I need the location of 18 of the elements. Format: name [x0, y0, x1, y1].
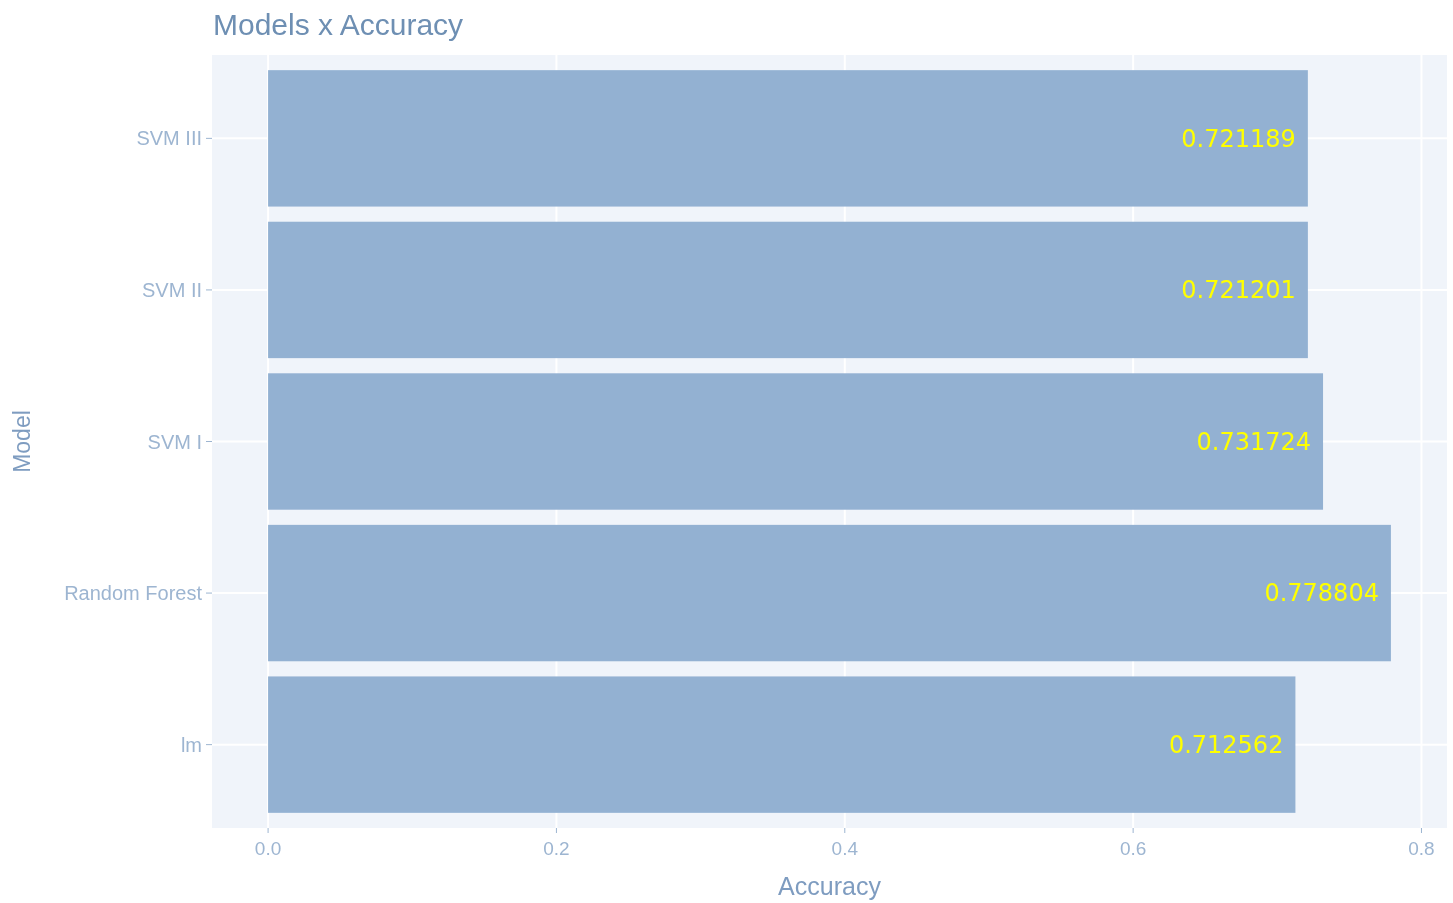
x-tick-label: 0.6 — [1119, 838, 1147, 859]
x-tick-label: 0.4 — [831, 838, 859, 859]
data-label: 0.778804 — [1264, 579, 1379, 608]
x-axis-title: Accuracy — [778, 872, 882, 900]
x-tick-label: 0.2 — [543, 838, 570, 859]
data-label: 0.731724 — [1196, 427, 1312, 456]
y-tick-label: lm — [180, 733, 202, 756]
data-label: 0.721201 — [1181, 276, 1296, 305]
chart-title: Models x Accuracy — [213, 8, 464, 41]
y-tick-label: Random Forest — [64, 582, 203, 605]
y-tick-label: SVM III — [136, 127, 202, 150]
y-tick-label: SVM I — [147, 430, 202, 453]
x-tick-label: 0.0 — [254, 838, 282, 859]
y-axis-title: Model — [9, 410, 35, 473]
x-tick-label: 0.8 — [1408, 838, 1435, 859]
y-tick-label: SVM II — [141, 278, 202, 301]
data-label: 0.712562 — [1168, 731, 1284, 760]
data-label: 0.721189 — [1181, 124, 1296, 153]
